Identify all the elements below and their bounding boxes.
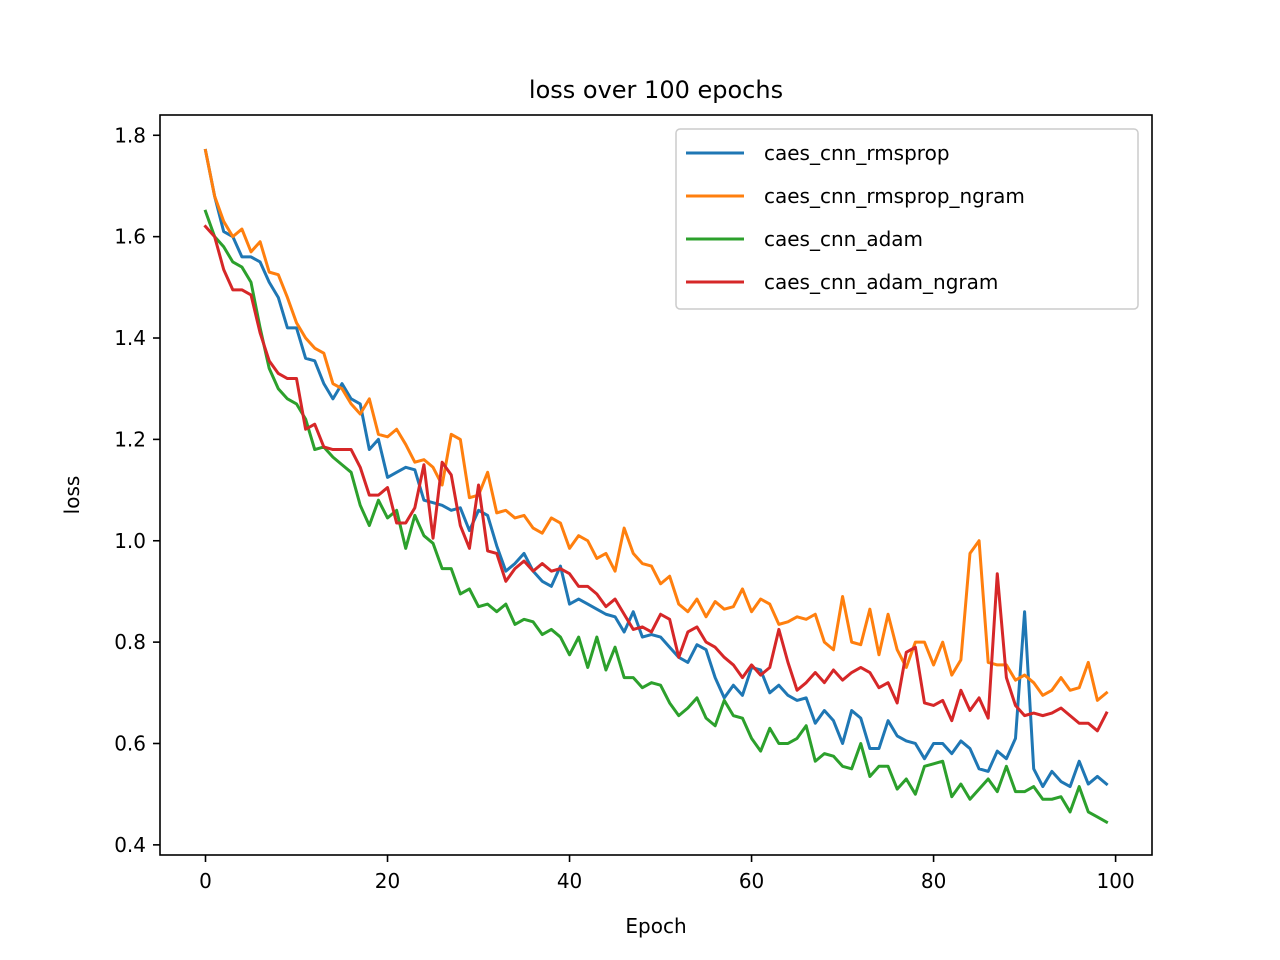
plot-area: 0 20 40 60 80 100 0.4 0.6 0.8 1.0 1.2 1.4 1.6 1.8 caes…	[114, 114, 1153, 893]
series-line-caes-cnn-rmsprop	[203, 148, 1109, 789]
y-tick-label: 1.6	[114, 225, 146, 249]
y-tick-label: 1.0	[114, 529, 146, 553]
x-tick-label: 100	[1097, 869, 1135, 893]
x-tick-label: 60	[739, 869, 764, 893]
x-tick-label: 20	[375, 869, 400, 893]
series-line-caes-cnn-adam-ngram	[203, 224, 1109, 733]
x-axis-title: Epoch	[625, 914, 686, 938]
x-tick-label: 0	[199, 869, 212, 893]
legend-box	[675, 128, 1139, 310]
y-tick-label: 1.4	[114, 326, 146, 350]
legend-label-caes-cnn-adam: caes_cnn_adam	[764, 227, 923, 251]
x-tick-label: 40	[557, 869, 582, 893]
y-tick-label: 1.8	[114, 123, 146, 147]
plot-frame	[159, 114, 1153, 856]
legend-label-caes-cnn-rmsprop: caes_cnn_rmsprop	[764, 141, 950, 165]
series-line-caes-cnn-rmsprop-ngram	[203, 148, 1109, 702]
chart-title: loss over 100 epochs	[529, 76, 783, 104]
x-tick-label: 80	[921, 869, 946, 893]
y-tick-label: 0.6	[114, 731, 146, 755]
y-tick-label: 0.8	[114, 630, 146, 654]
y-axis-title: loss	[60, 476, 84, 515]
legend-label-caes-cnn-adam-ngram: caes_cnn_adam_ngram	[764, 270, 998, 294]
series-line-caes-cnn-adam	[203, 209, 1109, 825]
y-tick-label: 0.4	[114, 833, 146, 857]
y-tick-label: 1.2	[114, 427, 146, 451]
legend-label-caes-cnn-rmsprop-ngram: caes_cnn_rmsprop_ngram	[764, 184, 1025, 208]
